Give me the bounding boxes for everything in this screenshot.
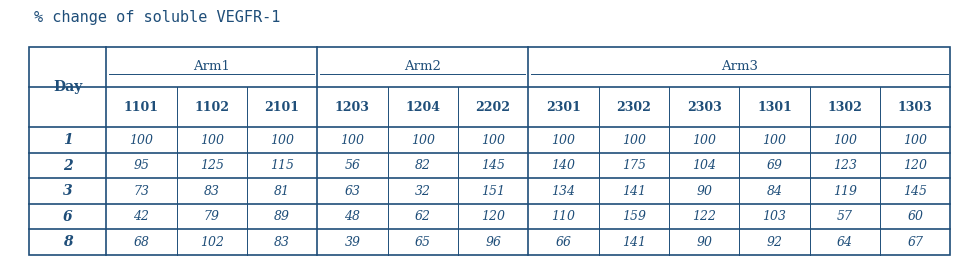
- Text: Arm1: Arm1: [193, 61, 230, 73]
- Text: 2202: 2202: [475, 101, 511, 114]
- Text: 100: 100: [622, 134, 646, 147]
- Text: 39: 39: [345, 236, 360, 249]
- Text: 140: 140: [551, 159, 575, 172]
- Text: 63: 63: [345, 185, 360, 198]
- Text: 6: 6: [62, 210, 72, 224]
- Text: 120: 120: [481, 210, 505, 223]
- Text: 1302: 1302: [828, 101, 862, 114]
- Text: 100: 100: [551, 134, 575, 147]
- Text: 2301: 2301: [546, 101, 581, 114]
- Text: 123: 123: [833, 159, 857, 172]
- Text: 100: 100: [200, 134, 224, 147]
- Text: 62: 62: [415, 210, 431, 223]
- Text: 3: 3: [62, 184, 72, 198]
- Text: 100: 100: [833, 134, 857, 147]
- Text: 79: 79: [204, 210, 220, 223]
- Text: 2302: 2302: [616, 101, 651, 114]
- Text: 32: 32: [415, 185, 431, 198]
- Text: 89: 89: [274, 210, 290, 223]
- Text: 110: 110: [551, 210, 575, 223]
- Text: 2303: 2303: [686, 101, 722, 114]
- Text: 175: 175: [622, 159, 646, 172]
- Text: 1203: 1203: [335, 101, 370, 114]
- Text: 145: 145: [903, 185, 927, 198]
- Text: 68: 68: [133, 236, 150, 249]
- Text: 42: 42: [133, 210, 150, 223]
- Text: 100: 100: [270, 134, 294, 147]
- Text: 81: 81: [274, 185, 290, 198]
- Text: 65: 65: [415, 236, 431, 249]
- Text: 57: 57: [837, 210, 852, 223]
- Text: 1102: 1102: [194, 101, 229, 114]
- Text: Arm3: Arm3: [721, 61, 757, 73]
- Text: 92: 92: [766, 236, 782, 249]
- Bar: [29, 47, 950, 255]
- Text: Day: Day: [53, 80, 83, 94]
- Text: 134: 134: [551, 185, 575, 198]
- Text: 83: 83: [274, 236, 290, 249]
- Text: % change of soluble VEGFR-1: % change of soluble VEGFR-1: [34, 10, 280, 25]
- Text: 95: 95: [133, 159, 150, 172]
- Text: 100: 100: [762, 134, 786, 147]
- Text: 2101: 2101: [265, 101, 300, 114]
- Text: 1: 1: [62, 133, 72, 147]
- Text: 100: 100: [903, 134, 927, 147]
- Text: Arm2: Arm2: [404, 61, 442, 73]
- Text: 69: 69: [766, 159, 782, 172]
- Text: 48: 48: [345, 210, 360, 223]
- Text: 96: 96: [485, 236, 501, 249]
- Text: 100: 100: [481, 134, 505, 147]
- Text: 67: 67: [907, 236, 924, 249]
- Text: 119: 119: [833, 185, 857, 198]
- Text: 83: 83: [204, 185, 220, 198]
- Text: 73: 73: [133, 185, 150, 198]
- Text: 145: 145: [481, 159, 505, 172]
- Text: 84: 84: [766, 185, 782, 198]
- Text: 60: 60: [907, 210, 924, 223]
- Text: 100: 100: [130, 134, 154, 147]
- Text: 8: 8: [62, 235, 72, 249]
- Text: 90: 90: [696, 236, 712, 249]
- Text: 90: 90: [696, 185, 712, 198]
- Text: 115: 115: [270, 159, 294, 172]
- Text: 141: 141: [622, 236, 646, 249]
- Text: 82: 82: [415, 159, 431, 172]
- Text: 64: 64: [837, 236, 852, 249]
- Text: 159: 159: [622, 210, 646, 223]
- Text: 56: 56: [345, 159, 360, 172]
- Text: 122: 122: [692, 210, 716, 223]
- Text: 104: 104: [692, 159, 716, 172]
- Text: 1303: 1303: [898, 101, 932, 114]
- Text: 100: 100: [692, 134, 716, 147]
- Text: 151: 151: [481, 185, 505, 198]
- Text: 100: 100: [411, 134, 435, 147]
- Text: 1204: 1204: [405, 101, 441, 114]
- Text: 1101: 1101: [124, 101, 158, 114]
- Text: 103: 103: [762, 210, 786, 223]
- Text: 102: 102: [200, 236, 224, 249]
- Text: 125: 125: [200, 159, 224, 172]
- Text: 120: 120: [903, 159, 927, 172]
- Text: 1301: 1301: [757, 101, 792, 114]
- Text: 2: 2: [62, 159, 72, 173]
- Text: 141: 141: [622, 185, 646, 198]
- Text: 66: 66: [556, 236, 571, 249]
- Text: 100: 100: [341, 134, 365, 147]
